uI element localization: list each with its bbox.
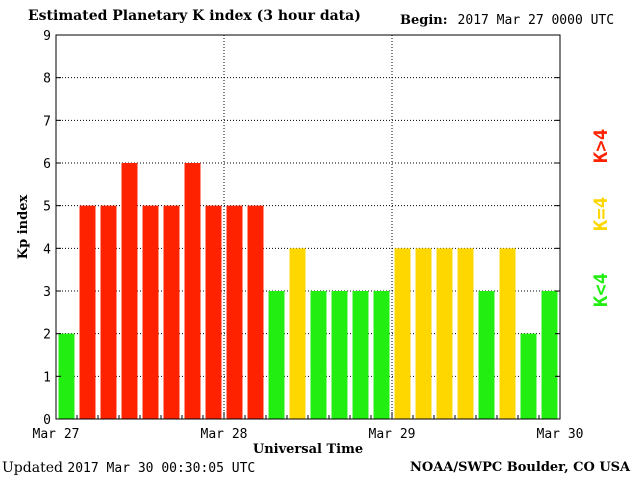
kp-bar: [205, 205, 222, 419]
kp-bar: [58, 333, 75, 419]
x-tick-label: Mar 27: [33, 427, 80, 442]
kp-bar: [184, 163, 201, 419]
kp-bar: [142, 205, 159, 419]
y-tick-label: 3: [43, 285, 51, 300]
kp-bar: [499, 248, 516, 419]
updated-info: Updated 2017 Mar 30 00:30:05 UTC: [2, 460, 255, 476]
y-tick-label: 5: [43, 200, 51, 215]
kp-bar: [289, 248, 306, 419]
grid-lines: [56, 35, 560, 419]
legend-item: K=4: [590, 197, 612, 231]
kp-bar: [520, 333, 537, 419]
kp-bar: [121, 163, 138, 419]
kp-bar: [541, 291, 558, 419]
begin-date: 2017 Mar 27 0000 UTC: [457, 13, 615, 28]
x-tick-label: Mar 28: [201, 427, 248, 442]
kp-bar: [310, 291, 327, 419]
y-tick-label: 4: [43, 242, 51, 257]
x-tick-label: Mar 29: [369, 427, 416, 442]
kp-bar: [352, 291, 369, 419]
kp-bar: [436, 248, 453, 419]
begin-label: Begin:: [400, 13, 448, 28]
kp-bar: [457, 248, 474, 419]
kp-bar: [79, 205, 96, 419]
kp-bar: [247, 205, 264, 419]
credit-text: NOAA/SWPC Boulder, CO USA: [410, 460, 631, 475]
kp-bar: [415, 248, 432, 419]
legend-item: K<4: [590, 273, 612, 307]
y-tick-label: 8: [43, 72, 51, 87]
kp-bar: [331, 291, 348, 419]
y-axis-label: Kp index: [16, 195, 31, 260]
legend: K<4 K=4 K>4: [590, 129, 612, 307]
updated-label: Updated: [2, 460, 63, 476]
y-tick-label: 2: [43, 328, 51, 343]
y-tick-label: 9: [43, 29, 51, 44]
begin-info: Begin: 2017 Mar 27 0000 UTC: [400, 13, 614, 28]
kp-bar: [394, 248, 411, 419]
chart-title: Estimated Planetary K index (3 hour data…: [28, 8, 361, 24]
legend-item: K>4: [590, 129, 612, 163]
y-tick-label: 1: [43, 370, 51, 385]
y-tick-label: 6: [43, 157, 51, 172]
x-axis-label: Universal Time: [253, 442, 363, 457]
kp-bar: [100, 205, 117, 419]
y-tick-label: 7: [43, 114, 51, 129]
kp-bar: [268, 291, 285, 419]
kp-bar: [373, 291, 390, 419]
x-tick-label: Mar 30: [537, 427, 584, 442]
kp-bar: [226, 205, 243, 419]
updated-date: 2017 Mar 30 00:30:05 UTC: [67, 461, 256, 476]
y-axis-ticks: 0 1 2 3 4 5 6 7 8 9: [43, 29, 560, 428]
y-tick-label: 0: [43, 413, 51, 428]
kp-bar: [163, 205, 180, 419]
kp-bar: [478, 291, 495, 419]
bars: [58, 163, 558, 419]
x-axis-ticks: Mar 27 Mar 28 Mar 29 Mar 30: [33, 412, 584, 442]
